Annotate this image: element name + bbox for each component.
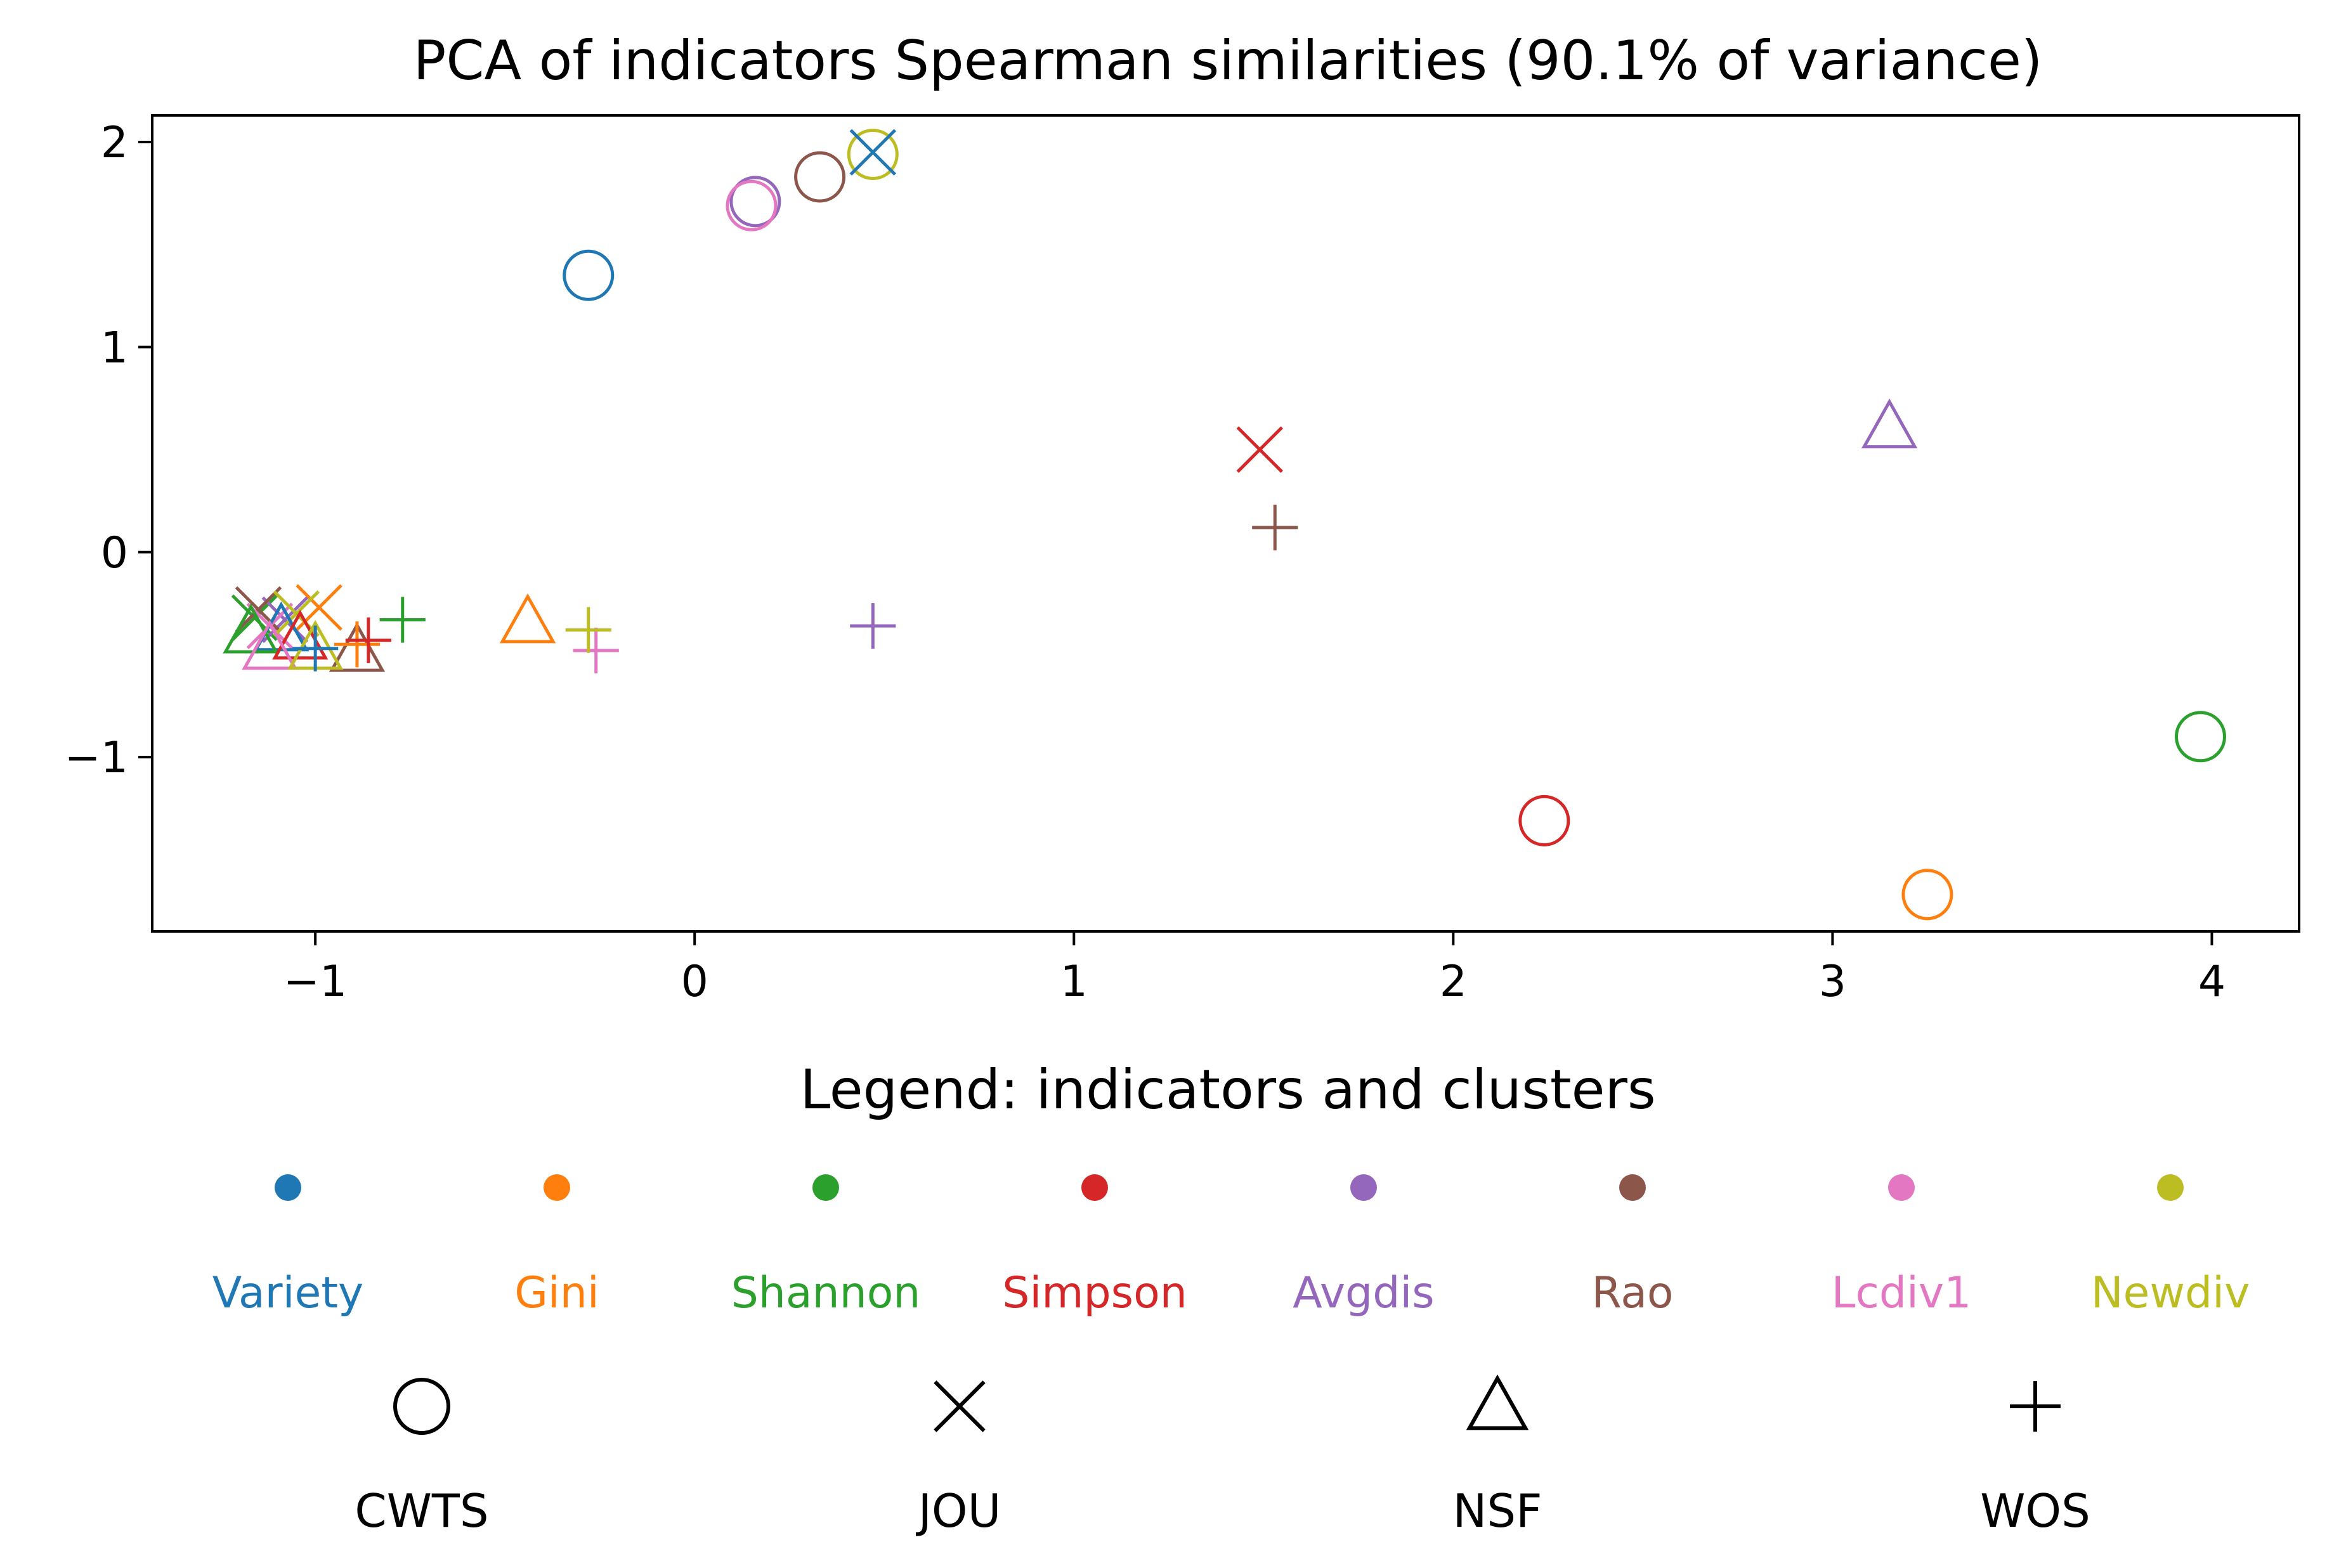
legend-dot: [544, 1174, 570, 1201]
legend-marker-circle: [393, 1378, 450, 1435]
y-tick-label: 1: [101, 323, 128, 373]
legend-label: JOU: [916, 1484, 1001, 1538]
chart-title: PCA of indicators Spearman similarities …: [414, 29, 2043, 93]
legend-label: Newdiv: [2091, 1268, 2250, 1318]
legend-label: NSF: [1453, 1484, 1542, 1538]
y-tick-label: 0: [101, 528, 128, 578]
legend-label: Avgdis: [1293, 1268, 1434, 1318]
x-axis-ticks: −1 0 1 2 3 4: [284, 931, 2226, 1007]
point-shannon-cwts: [2175, 711, 2227, 763]
point-lcdiv1-cwts: [726, 179, 778, 231]
point-simpson-cwts: [1518, 794, 1570, 846]
x-tick-label: −1: [284, 957, 347, 1007]
x-tick-label: 1: [1060, 957, 1088, 1007]
legend-dot: [275, 1174, 301, 1201]
point-gini-wos: [334, 621, 381, 668]
legend-item-avgdis: Avgdis: [1293, 1174, 1435, 1318]
point-avgdis-cwts: [729, 176, 781, 228]
point-lcdiv1-wos: [573, 627, 619, 674]
point-gini-nsf: [499, 593, 556, 644]
plot-area: −1 0 1 2 3 4 −1 0 1 2: [65, 114, 2300, 1007]
legend-marker-x: [934, 1380, 986, 1432]
point-newdiv-wos: [565, 607, 611, 653]
legend-item-rao: Rao: [1591, 1174, 1674, 1318]
legend-dot: [1888, 1174, 1915, 1201]
legend-item-variety: Variety: [212, 1174, 364, 1318]
legend-item-jou: JOU: [916, 1380, 1001, 1538]
point-variety-wos: [292, 625, 339, 671]
point-newdiv-cwts: [847, 128, 899, 180]
legend-label: CWTS: [355, 1484, 488, 1538]
legend-title: Legend: indicators and clusters: [800, 1058, 1655, 1122]
legend-item-gini: Gini: [514, 1174, 599, 1318]
y-tick-label: −1: [65, 733, 128, 783]
axes-frame: [151, 114, 2300, 933]
y-axis-ticks: −1 0 1 2: [65, 118, 152, 783]
y-tick-label: 2: [101, 118, 128, 168]
point-shannon-nsf: [223, 603, 279, 654]
legend-marker-plus: [2010, 1381, 2061, 1432]
point-simpson-wos: [345, 617, 391, 663]
point-simpson-nsf: [272, 609, 329, 660]
point-lcdiv1-nsf: [242, 619, 298, 670]
legend-dot: [812, 1174, 839, 1201]
legend-dot: [2157, 1174, 2184, 1201]
legend-dot: [1350, 1174, 1377, 1201]
point-rao-wos: [1252, 504, 1298, 551]
x-tick-label: 0: [681, 957, 708, 1007]
legend-marker-triangle: [1466, 1374, 1529, 1430]
point-gini-cwts: [1901, 869, 1953, 921]
legend-label: Rao: [1591, 1268, 1673, 1318]
data-points: [223, 128, 2227, 921]
legend-item-cwts: CWTS: [355, 1378, 489, 1538]
legend-item-simpson: Simpson: [1002, 1174, 1187, 1318]
legend-label: Variety: [212, 1268, 364, 1318]
point-variety-cwts: [563, 249, 615, 301]
legend-label: WOS: [1980, 1484, 2090, 1538]
x-tick-label: 4: [2198, 957, 2226, 1007]
legend-item-newdiv: Newdiv: [2091, 1174, 2250, 1318]
legend-dot: [1619, 1174, 1646, 1201]
legend-label: Lcdiv1: [1832, 1268, 1972, 1318]
legend-dot: [1081, 1174, 1108, 1201]
legend-indicators: Variety Gini Shannon Simpson Avgdis Rao Lcdiv1…: [212, 1174, 2250, 1318]
point-variety-jou: [849, 129, 897, 176]
point-shannon-wos: [379, 597, 426, 643]
x-tick-label: 3: [1819, 957, 1846, 1007]
legend-item-nsf: NSF: [1453, 1374, 1542, 1538]
legend-item-shannon: Shannon: [731, 1174, 921, 1318]
point-simpson-jou: [1236, 426, 1284, 473]
legend-label: Simpson: [1002, 1268, 1187, 1318]
point-avgdis-nsf: [1861, 398, 1918, 449]
legend-item-wos: WOS: [1980, 1381, 2090, 1538]
legend-label: Shannon: [731, 1268, 921, 1318]
legend-label: Gini: [514, 1268, 599, 1318]
point-avgdis-wos: [850, 603, 896, 649]
legend-item-lcdiv1: Lcdiv1: [1832, 1174, 1972, 1318]
point-rao-cwts: [794, 151, 846, 203]
legend-clusters: CWTS JOU NSF WOS: [355, 1374, 2090, 1538]
x-tick-label: 2: [1440, 957, 1467, 1007]
